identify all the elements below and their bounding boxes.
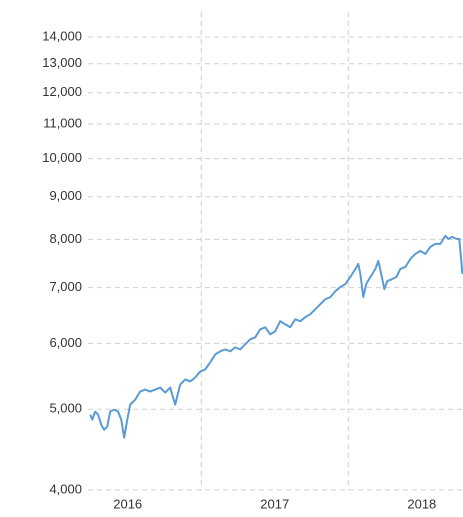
y-tick-label: 10,000 <box>42 150 82 165</box>
line-series <box>89 234 463 439</box>
y-tick-label: 9,000 <box>49 188 82 203</box>
y-tick-label: 4,000 <box>49 481 82 496</box>
y-tick-label: 8,000 <box>49 231 82 246</box>
x-tick-label: 2016 <box>113 496 142 511</box>
y-tick-label: 12,000 <box>42 84 82 99</box>
x-tick-label: 2017 <box>260 496 289 511</box>
y-tick-label: 6,000 <box>49 335 82 350</box>
y-tick-label: 7,000 <box>49 279 82 294</box>
x-tick-label: 2018 <box>407 496 436 511</box>
y-tick-label: 13,000 <box>42 55 82 70</box>
y-tick-label: 11,000 <box>43 116 82 131</box>
y-tick-label: 14,000 <box>42 28 82 43</box>
y-tick-label: 5,000 <box>49 401 82 416</box>
